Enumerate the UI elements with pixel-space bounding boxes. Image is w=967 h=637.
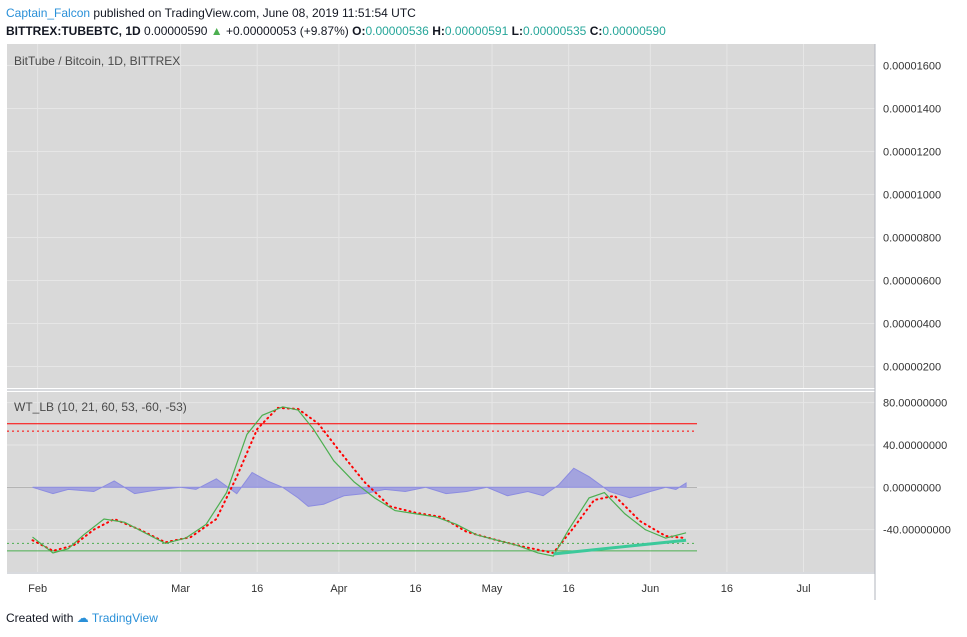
price-chart-title: BitTube / Bitcoin, 1D, BITTREX — [14, 54, 180, 68]
ohlc-line: BITTREX:TUBEBTC, 1D 0.00000590 ▲ +0.0000… — [6, 22, 666, 40]
indicator-tick-label: -40.00000000 — [883, 525, 951, 537]
tradingview-logo-icon: ☁ — [76, 611, 89, 625]
high-value: 0.00000591 — [444, 24, 509, 38]
indicator-title: WT_LB (10, 21, 60, 53, -60, -53) — [14, 400, 187, 414]
close-value: 0.00000590 — [602, 24, 666, 38]
indicator-trendline — [553, 538, 687, 556]
price-tick-label: 0.00000200 — [883, 362, 941, 374]
wt-diff-area — [32, 467, 687, 507]
time-tick-label: Feb — [28, 583, 47, 595]
time-tick-label: 16 — [251, 583, 263, 595]
publish-info: published on TradingView.com, June 08, 2… — [93, 6, 416, 20]
created-with-text: Created with — [6, 611, 74, 625]
time-tick-label: 16 — [563, 583, 575, 595]
time-tick-label: May — [482, 583, 503, 595]
time-tick-label: Apr — [330, 583, 347, 595]
tradingview-brand[interactable]: TradingView — [91, 611, 158, 625]
price-tick-label: 0.00001400 — [883, 104, 941, 116]
publish-line: Captain_Falcon published on TradingView.… — [6, 4, 666, 22]
indicator-pane-bg — [7, 392, 875, 572]
time-tick-label: 16 — [409, 583, 421, 595]
footer: Created with ☁ TradingView — [6, 611, 158, 625]
time-tick-label: Jun — [641, 583, 659, 595]
indicator-tick-label: 40.00000000 — [883, 440, 947, 452]
high-label: H: — [432, 24, 445, 38]
price-pane-bg — [7, 44, 875, 388]
last-price: 0.00000590 — [144, 24, 208, 38]
price-change: +0.00000053 (+9.87%) — [226, 24, 349, 38]
close-label: C: — [589, 24, 603, 38]
price-tick-label: 0.00000600 — [883, 276, 941, 288]
price-tick-label: 0.00001600 — [883, 61, 941, 73]
open-label: O: — [352, 24, 366, 38]
time-tick-label: 16 — [721, 583, 733, 595]
price-tick-label: 0.00001000 — [883, 190, 941, 202]
indicator-tick-label: 80.00000000 — [883, 398, 947, 410]
time-tick-label: Mar — [171, 583, 190, 595]
indicator-tick-label: 0.00000000 — [883, 482, 941, 494]
price-tick-label: 0.00000800 — [883, 233, 941, 245]
open-value: 0.00000536 — [365, 24, 429, 38]
symbol-label: BITTREX:TUBEBTC, 1D — [6, 24, 141, 38]
wt-indicator — [7, 406, 697, 557]
axes: 0.00001600 0.00001400 0.00001200 0.00001000… — [7, 44, 951, 600]
price-tick-label: 0.00001200 — [883, 147, 941, 159]
wt1-line — [32, 406, 687, 557]
price-tick-label: 0.00000400 — [883, 319, 941, 331]
chart-header: Captain_Falcon published on TradingView.… — [6, 4, 666, 40]
low-value: 0.00000535 — [522, 24, 587, 38]
time-tick-label: Jul — [796, 583, 810, 595]
low-label: L: — [511, 24, 523, 38]
up-arrow-icon: ▲ — [210, 24, 223, 38]
author-link[interactable]: Captain_Falcon — [6, 6, 91, 20]
